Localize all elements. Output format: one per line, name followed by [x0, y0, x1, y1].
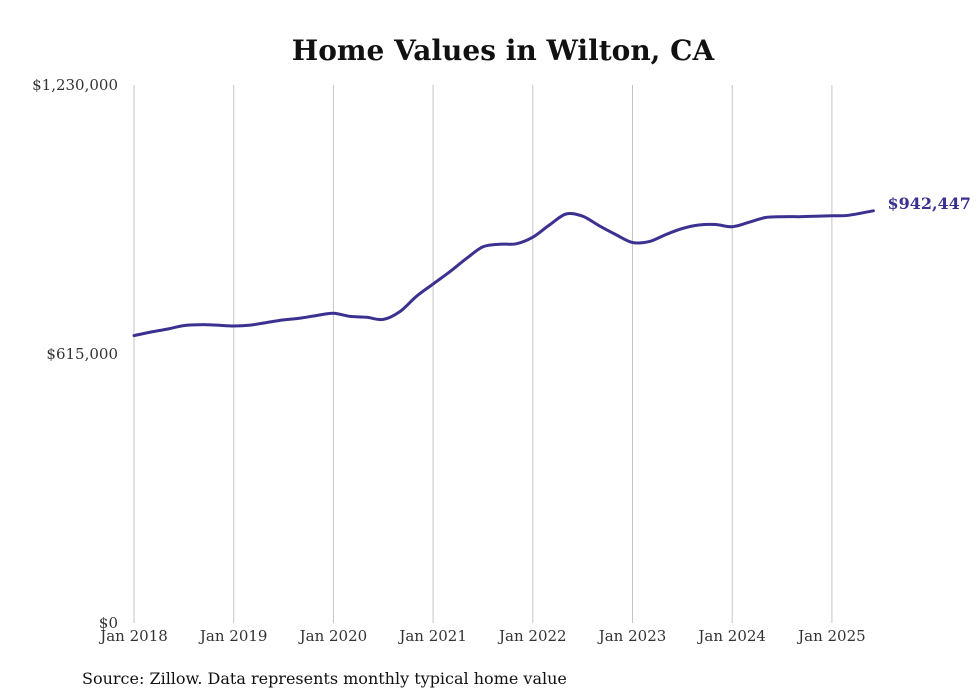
- x-tick-label-6: Jan 2024: [696, 627, 766, 645]
- x-axis-ticks: Jan 2018 Jan 2019 Jan 2020 Jan 2021 Jan 2022…: [98, 627, 865, 645]
- x-tick-label-5: Jan 2023: [597, 627, 667, 645]
- chart-title: Home Values in Wilton, CA: [292, 34, 716, 67]
- gridlines: [133, 85, 833, 623]
- source-note: Source: Zillow. Data represents monthly …: [82, 669, 567, 688]
- x-tick-label-7: Jan 2025: [796, 627, 866, 645]
- x-tick-label-2: Jan 2020: [298, 627, 368, 645]
- x-tick-label-3: Jan 2021: [397, 627, 467, 645]
- x-tick-label-0: Jan 2018: [98, 627, 168, 645]
- end-value-label: $942,447: [887, 194, 971, 213]
- x-tick-label-4: Jan 2022: [497, 627, 567, 645]
- y-tick-label-1: $615,000: [46, 345, 118, 363]
- y-tick-label-2: $1,230,000: [32, 76, 118, 94]
- x-tick-label-1: Jan 2019: [198, 627, 268, 645]
- y-tick-label-0: $0: [99, 614, 118, 632]
- y-axis-ticks: $0 $615,000 $1,230,000: [32, 76, 118, 632]
- series-line-home-value: [132, 209, 875, 338]
